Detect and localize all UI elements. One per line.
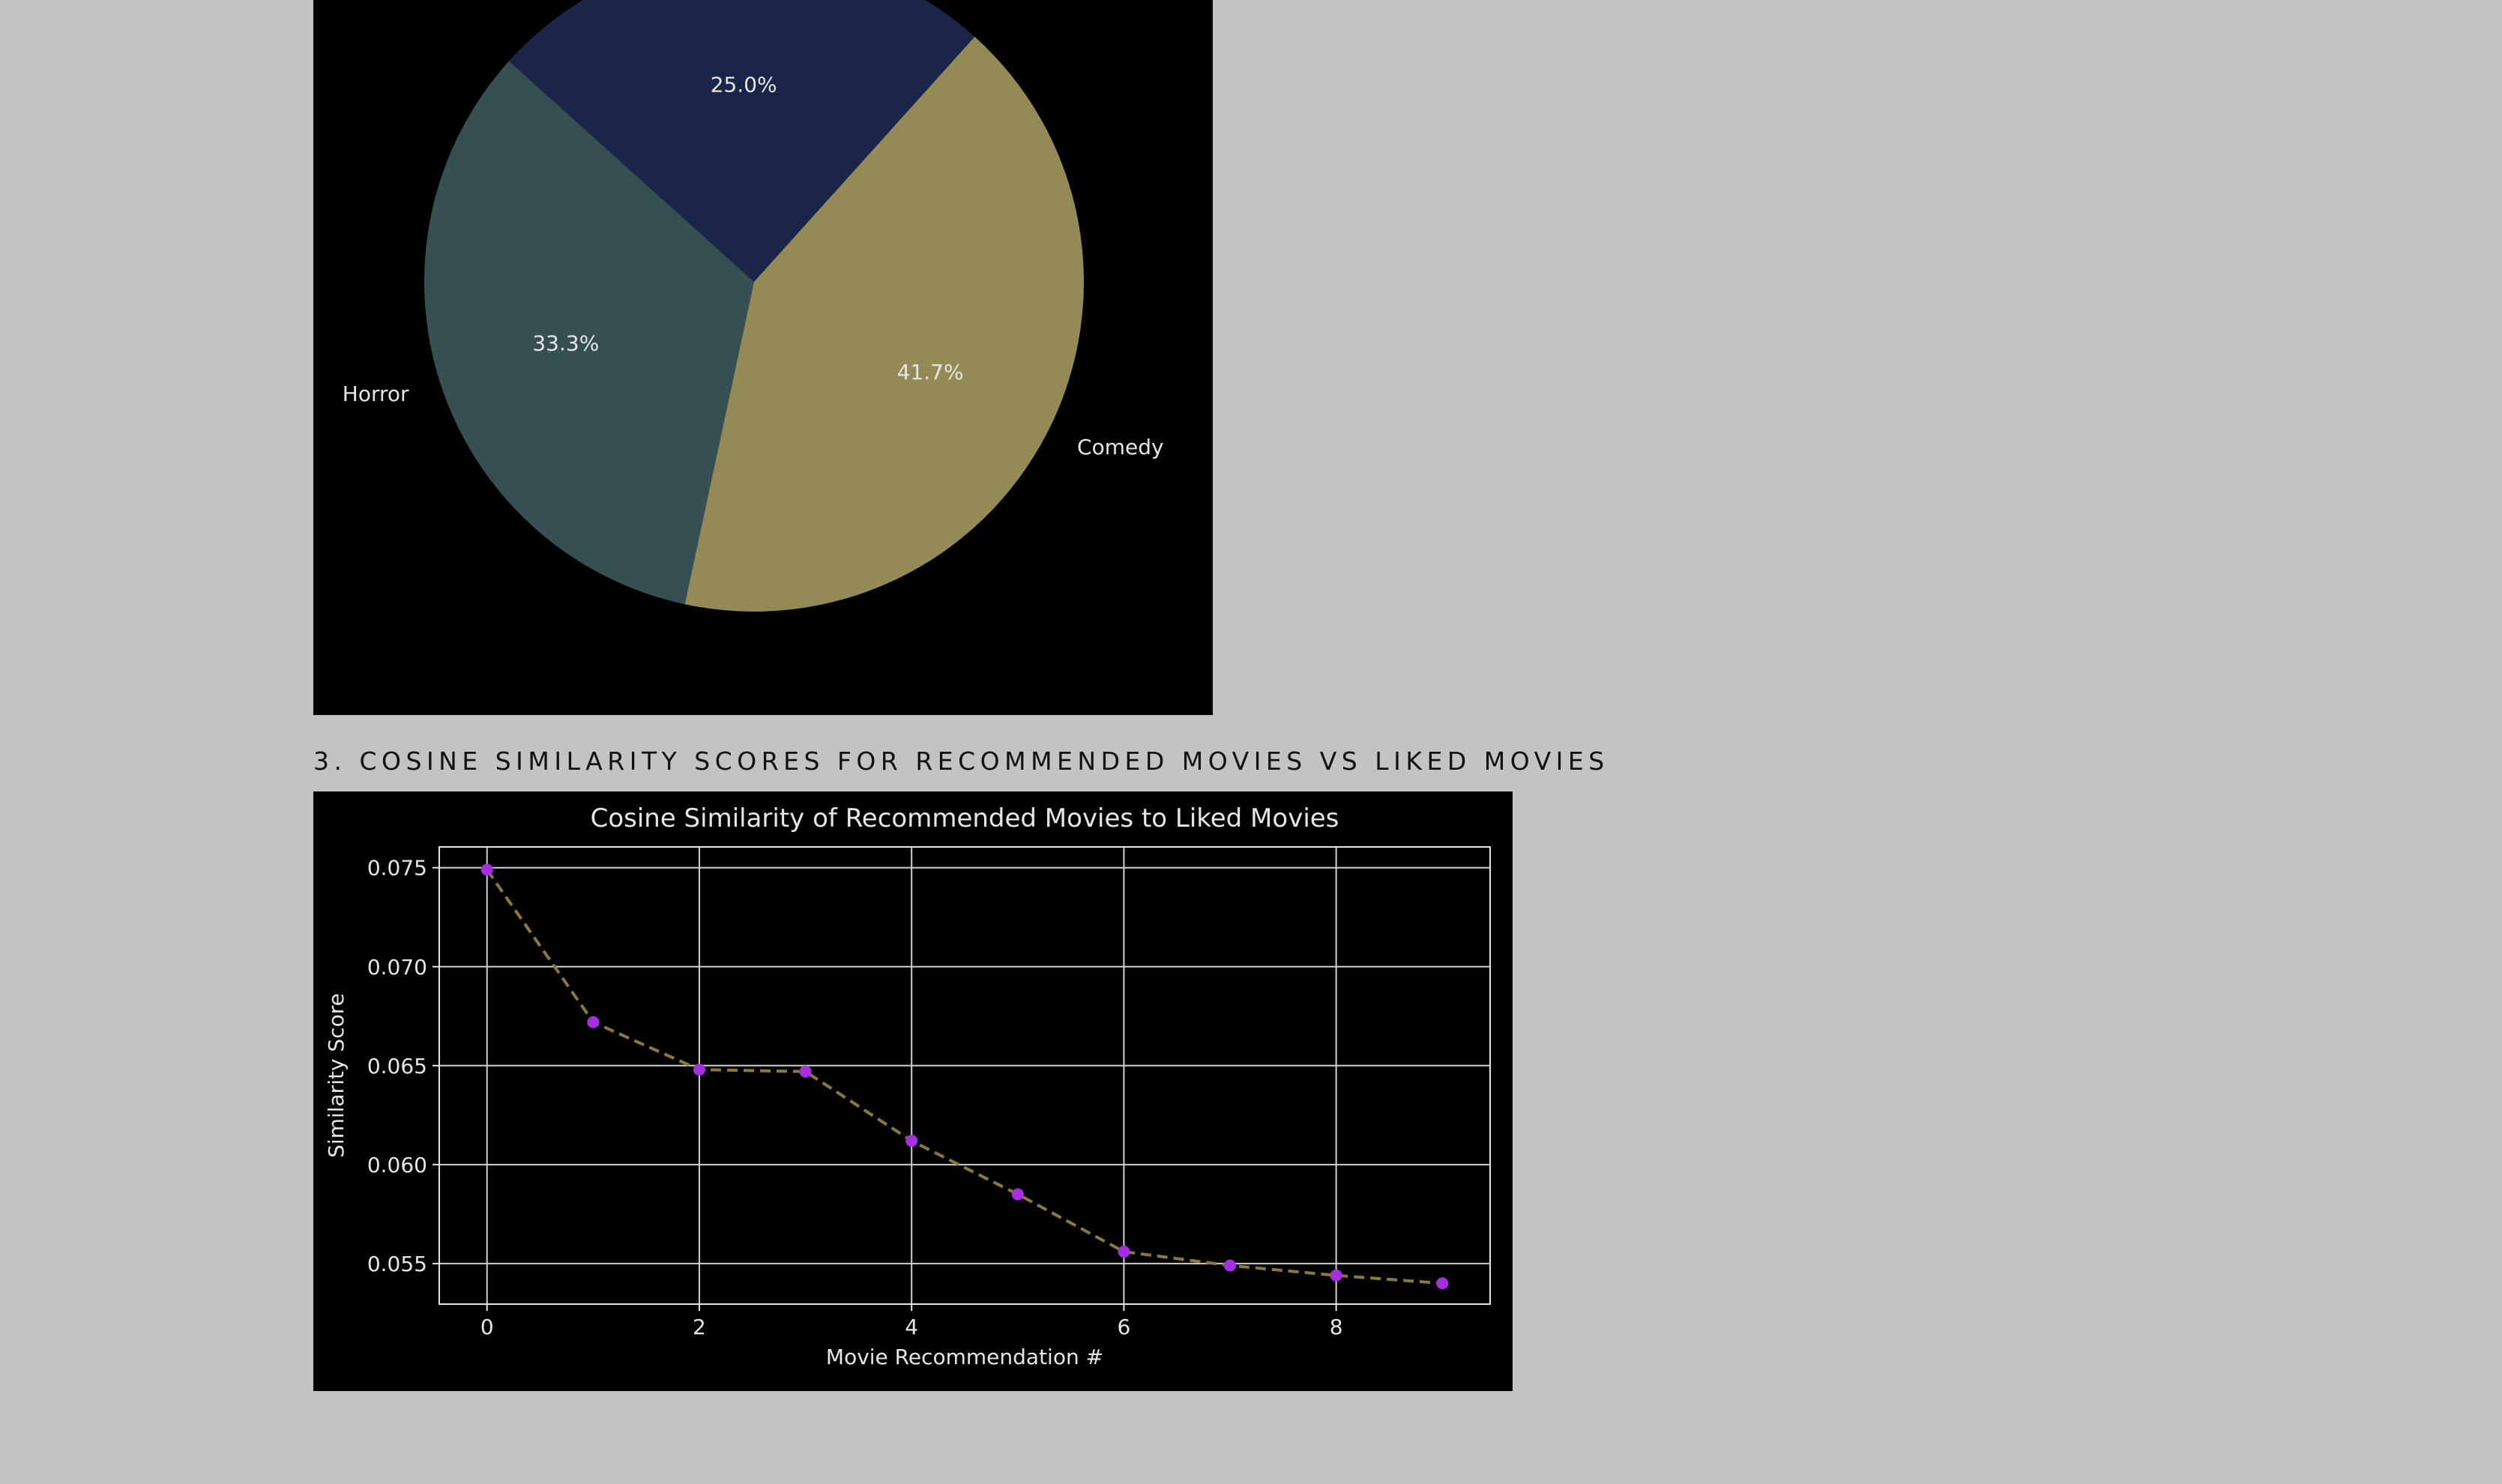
y-tick-label: 0.075 bbox=[367, 856, 427, 881]
pie-slice bbox=[509, 0, 975, 282]
x-tick-label: 4 bbox=[905, 1315, 918, 1339]
pie-percent-label: 41.7% bbox=[897, 360, 964, 384]
data-point bbox=[1118, 1246, 1130, 1258]
x-tick-label: 0 bbox=[480, 1315, 494, 1339]
data-point bbox=[1011, 1188, 1024, 1201]
chart-title: Cosine Similarity of Recommended Movies … bbox=[591, 803, 1339, 833]
y-tick-label: 0.060 bbox=[367, 1153, 427, 1177]
line-chart-panel: Cosine Similarity of Recommended Movies … bbox=[313, 791, 1513, 1391]
pie-category-label: Comedy bbox=[1077, 435, 1164, 459]
data-point bbox=[1330, 1269, 1342, 1282]
data-point bbox=[693, 1064, 705, 1076]
x-tick-label: 2 bbox=[693, 1315, 706, 1339]
y-axis-label: Similarity Score bbox=[324, 993, 349, 1158]
pie-chart: 25.0% 33.3% Horror 41.7% Comedy bbox=[343, 0, 1164, 612]
pie-percent-label: 25.0% bbox=[711, 72, 777, 97]
x-tick-label: 8 bbox=[1330, 1315, 1343, 1339]
pie-slice bbox=[424, 61, 754, 605]
pie-chart-panel: 25.0% 33.3% Horror 41.7% Comedy bbox=[313, 0, 1213, 715]
data-point bbox=[799, 1065, 812, 1078]
pie-percent-label: 33.3% bbox=[532, 331, 599, 355]
y-tick-label: 0.055 bbox=[367, 1252, 427, 1276]
data-point bbox=[1436, 1277, 1449, 1290]
data-point bbox=[480, 863, 493, 876]
x-tick-label: 6 bbox=[1118, 1315, 1131, 1339]
y-tick-label: 0.065 bbox=[367, 1054, 427, 1079]
line-chart: Cosine Similarity of Recommended Movies … bbox=[324, 803, 1491, 1369]
similarity-series-line bbox=[486, 869, 1443, 1285]
y-tick-label: 0.070 bbox=[367, 955, 427, 980]
data-point bbox=[1224, 1259, 1237, 1272]
pie-category-label: Horror bbox=[343, 381, 409, 406]
data-point bbox=[905, 1135, 918, 1147]
x-axis-label: Movie Recommendation # bbox=[826, 1345, 1103, 1369]
plot-frame bbox=[438, 846, 1491, 1305]
section-heading: 3. COSINE SIMILARITY SCORES FOR RECOMMEN… bbox=[313, 746, 1609, 776]
data-point bbox=[587, 1016, 600, 1028]
pie-slice bbox=[684, 37, 1084, 612]
